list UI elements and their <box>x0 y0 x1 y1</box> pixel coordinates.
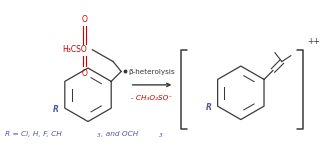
Text: R: R <box>206 103 212 112</box>
Text: ++: ++ <box>307 37 320 46</box>
Text: β-heterolysis: β-heterolysis <box>129 69 175 75</box>
Text: 3: 3 <box>159 133 163 138</box>
Text: O: O <box>81 69 87 78</box>
Text: R: R <box>53 105 59 114</box>
Text: O: O <box>81 15 87 24</box>
Text: 3: 3 <box>98 133 101 138</box>
Text: H₃CSO: H₃CSO <box>63 45 87 54</box>
Text: , and OCH: , and OCH <box>101 131 139 137</box>
Text: - CH₃O₂SO⁻: - CH₃O₂SO⁻ <box>132 95 173 101</box>
Text: R = Cl, H, F, CH: R = Cl, H, F, CH <box>5 131 62 137</box>
